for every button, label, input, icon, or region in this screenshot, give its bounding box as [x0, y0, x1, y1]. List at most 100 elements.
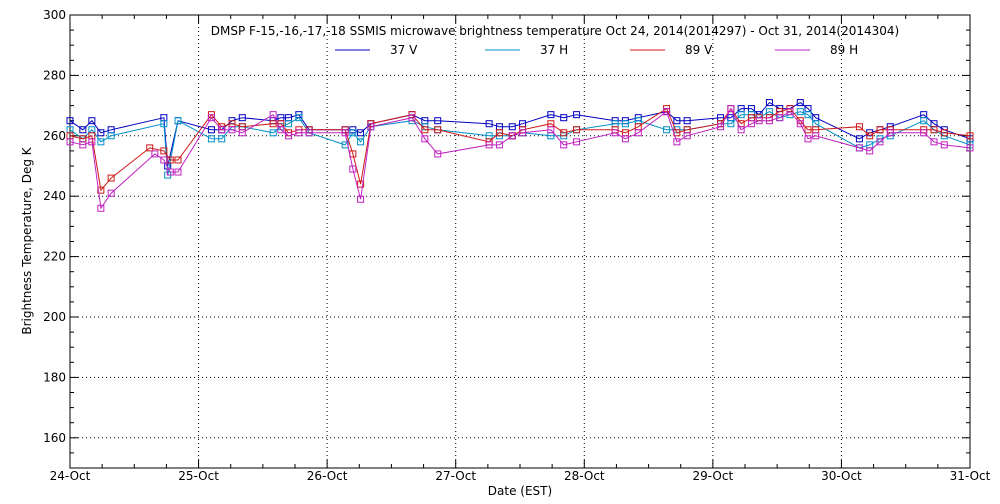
data-point: [920, 129, 928, 137]
data-point: [218, 135, 226, 143]
data-point: [966, 144, 974, 152]
data-point: [238, 129, 246, 137]
data-point: [920, 117, 928, 125]
y-tick-label: 180: [43, 370, 66, 384]
data-point: [408, 114, 416, 122]
data-point: [673, 117, 681, 125]
data-point: [786, 108, 794, 116]
data-point: [634, 129, 642, 137]
data-point: [663, 108, 671, 116]
series-37-h: [66, 108, 974, 179]
x-tick-label: 29-Oct: [693, 469, 734, 483]
data-point: [207, 135, 215, 143]
data-point: [269, 129, 277, 137]
data-point: [349, 129, 357, 137]
data-point: [295, 114, 303, 122]
data-point: [367, 123, 375, 131]
data-point: [621, 120, 629, 128]
data-point: [285, 120, 293, 128]
y-tick-label: 220: [43, 250, 66, 264]
data-point: [804, 126, 812, 134]
data-point: [495, 141, 503, 149]
data-point: [796, 99, 804, 107]
y-tick-label: 280: [43, 68, 66, 82]
legend-item: 89 V: [630, 43, 713, 57]
x-tick-label: 27-Oct: [435, 469, 476, 483]
data-point: [218, 126, 226, 134]
data-point: [930, 138, 938, 146]
series-line: [69, 101, 971, 167]
y-tick-label: 240: [43, 189, 66, 203]
series-line: [69, 111, 971, 176]
series-layer: [66, 99, 974, 212]
data-point: [88, 138, 96, 146]
data-point: [876, 126, 884, 134]
data-point: [349, 165, 357, 173]
data-point: [855, 135, 863, 143]
data-point: [573, 111, 581, 119]
data-point: [755, 117, 763, 125]
data-point: [747, 120, 755, 128]
data-point: [277, 126, 285, 134]
data-point: [174, 168, 182, 176]
data-point: [79, 141, 87, 149]
data-point: [295, 129, 303, 137]
data-point: [421, 126, 429, 134]
data-point: [357, 138, 365, 146]
data-point: [207, 114, 215, 122]
data-point: [930, 126, 938, 134]
data-point: [547, 126, 555, 134]
x-tick-label: 30-Oct: [821, 469, 862, 483]
data-point: [285, 132, 293, 140]
grid-layer: [70, 15, 970, 468]
data-point: [796, 108, 804, 116]
data-point: [434, 150, 442, 158]
data-point: [508, 132, 516, 140]
data-point: [812, 132, 820, 140]
data-point: [107, 174, 115, 182]
data-point: [79, 126, 87, 134]
x-tick-label: 25-Oct: [178, 469, 219, 483]
x-axis-label: Date (EST): [488, 484, 552, 498]
data-point: [683, 132, 691, 140]
data-point: [737, 111, 745, 119]
data-point: [560, 114, 568, 122]
data-point: [573, 126, 581, 134]
series-line: [69, 107, 971, 210]
data-point: [97, 138, 105, 146]
data-point: [673, 138, 681, 146]
data-point: [495, 129, 503, 137]
data-point: [357, 180, 365, 188]
data-point: [573, 138, 581, 146]
chart-title: DMSP F-15,-16,-17,-18 SSMIS microwave br…: [211, 24, 899, 38]
plot-frame: [69, 14, 971, 469]
data-point: [97, 204, 105, 212]
y-tick-label: 200: [43, 310, 66, 324]
data-point: [796, 120, 804, 128]
data-point: [547, 111, 555, 119]
data-point: [421, 135, 429, 143]
data-point: [508, 123, 516, 131]
data-point: [855, 123, 863, 131]
data-point: [560, 129, 568, 137]
data-point: [160, 156, 168, 164]
data-point: [238, 114, 246, 122]
data-point: [966, 132, 974, 140]
data-point: [866, 147, 874, 155]
data-point: [876, 138, 884, 146]
data-point: [66, 117, 74, 125]
data-point: [160, 120, 168, 128]
data-point: [269, 120, 277, 128]
legend-label: 89 H: [830, 43, 858, 57]
data-point: [621, 135, 629, 143]
x-tick-label: 28-Oct: [564, 469, 605, 483]
data-point: [776, 114, 784, 122]
data-point: [160, 147, 168, 155]
data-point: [434, 117, 442, 125]
legend: 37 V 37 H 89 V 89 H: [335, 43, 858, 57]
data-point: [683, 117, 691, 125]
legend-label: 37 V: [390, 43, 418, 57]
data-point: [611, 129, 619, 137]
